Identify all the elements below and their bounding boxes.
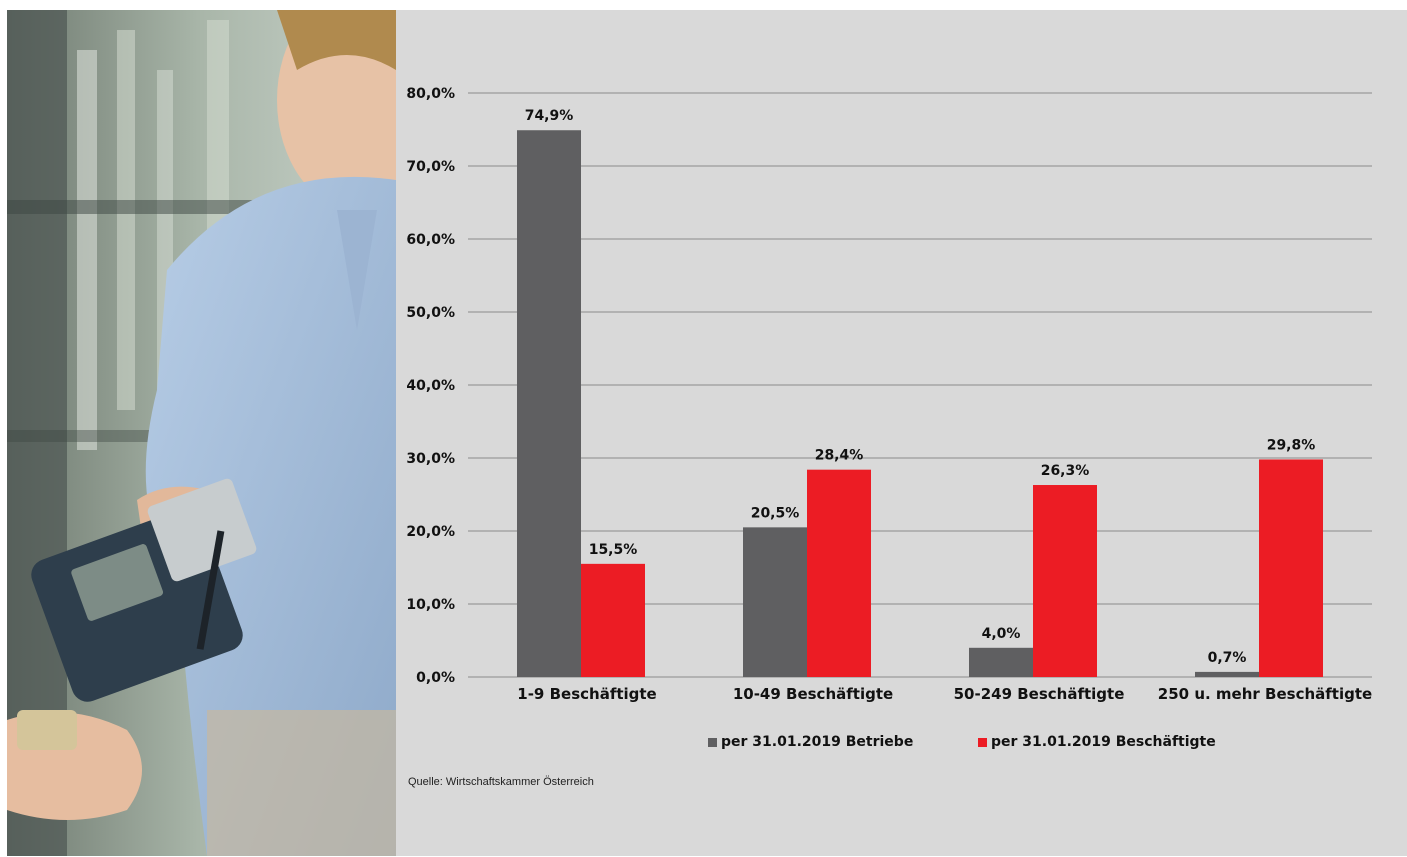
bar-chart: 0,0% 10,0% 20,0% 30,0% 40,0% 50,0% 60,0% 70,0% 8… [406, 86, 1372, 703]
y-tick-label: 70,0% [406, 159, 455, 175]
data-label: 26,3% [1041, 463, 1090, 479]
y-tick-label: 30,0% [406, 451, 455, 467]
legend-label-betriebe: per 31.01.2019 Betriebe [721, 734, 914, 750]
bar [581, 563, 645, 677]
y-tick-label: 0,0% [416, 670, 455, 686]
bar [807, 469, 871, 677]
x-axis-categories: 1-9 Beschäftigte 10-49 Beschäftigte 50-249… [517, 685, 1372, 703]
data-label: 29,8% [1267, 437, 1316, 453]
legend-label-beschaeftigte: per 31.01.2019 Beschäftigte [991, 734, 1216, 750]
data-label: 4,0% [982, 626, 1021, 642]
legend-swatch-beschaeftigte [978, 737, 987, 747]
legend-item-beschaeftigte: per 31.01.2019 Beschäftigte [978, 734, 1216, 750]
y-tick-label: 80,0% [406, 86, 455, 102]
data-label: 0,7% [1208, 650, 1247, 666]
x-category-label: 10-49 Beschäftigte [733, 685, 893, 703]
data-labels: 74,9% 15,5% 20,5% 28,4% 4,0% 26,3% 0,7% 29,8% [525, 108, 1316, 666]
y-tick-label: 40,0% [406, 378, 455, 394]
x-category-label: 50-249 Beschäftigte [954, 685, 1125, 703]
y-tick-label: 10,0% [406, 597, 455, 613]
y-axis-ticks: 0,0% 10,0% 20,0% 30,0% 40,0% 50,0% 60,0% 70,0% 8… [406, 86, 455, 686]
data-label: 28,4% [815, 448, 864, 464]
source-note: Quelle: Wirtschaftskammer Österreich [408, 776, 594, 788]
x-category-label: 250 u. mehr Beschäftigte [1158, 685, 1372, 703]
gridlines [468, 92, 1372, 678]
data-label: 20,5% [751, 505, 800, 521]
x-category-label: 1-9 Beschäftigte [517, 685, 656, 703]
y-tick-label: 50,0% [406, 305, 455, 321]
y-tick-label: 60,0% [406, 232, 455, 248]
bars [517, 130, 1323, 678]
legend-swatch-betriebe [708, 737, 717, 747]
legend-item-betriebe: per 31.01.2019 Betriebe [708, 734, 913, 750]
y-tick-label: 20,0% [406, 524, 455, 540]
bar [1195, 671, 1259, 677]
bar [517, 130, 581, 678]
bar [1259, 459, 1323, 677]
bar [743, 527, 807, 677]
bar [969, 647, 1033, 677]
person-with-barcode-scanner-photo [7, 10, 396, 856]
data-label: 15,5% [589, 542, 638, 558]
chart-panel: 0,0% 10,0% 20,0% 30,0% 40,0% 50,0% 60,0% 70,0% 8… [396, 10, 1407, 856]
data-label: 74,9% [525, 108, 574, 124]
bar [1033, 485, 1097, 677]
legend: per 31.01.2019 Betriebe per 31.01.2019 B… [396, 734, 1407, 754]
